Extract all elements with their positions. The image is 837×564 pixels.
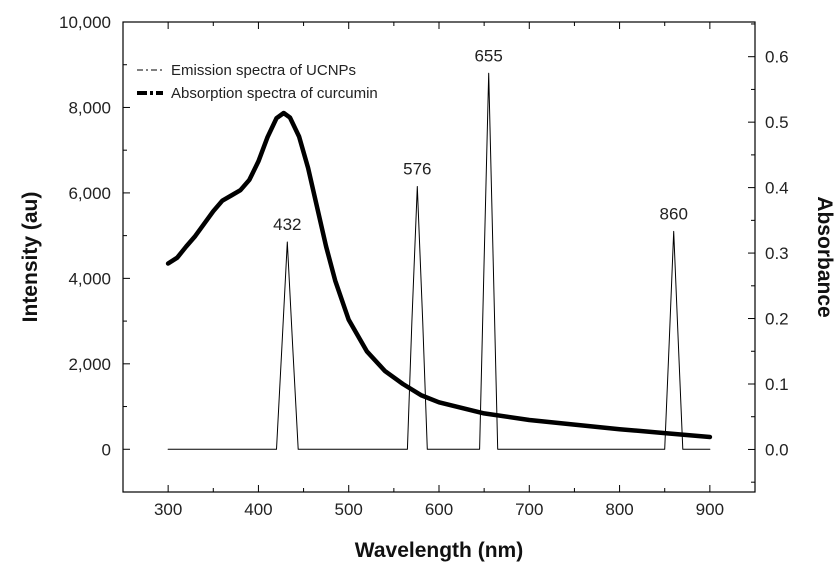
absorption-series-line bbox=[165, 110, 713, 440]
y-tick-label: 8,000 bbox=[68, 98, 111, 117]
x-tick-label: 600 bbox=[425, 500, 453, 519]
y-tick-label: 0 bbox=[102, 440, 111, 459]
legend-label: Emission spectra of UCNPs bbox=[171, 62, 356, 79]
peak-label: 655 bbox=[474, 46, 502, 65]
y2-tick-label: 0.1 bbox=[765, 375, 789, 394]
peak-label: 576 bbox=[403, 160, 431, 179]
y-tick-label: 10,000 bbox=[59, 13, 111, 32]
emission-series-line bbox=[167, 72, 711, 450]
x-tick-label: 700 bbox=[515, 500, 543, 519]
x-tick-label: 800 bbox=[605, 500, 633, 519]
legend-label: Absorption spectra of curcumin bbox=[171, 85, 378, 102]
y2-tick-label: 0.2 bbox=[765, 310, 789, 329]
x-tick-label: 900 bbox=[696, 500, 724, 519]
y2-tick-label: 0.6 bbox=[765, 48, 789, 67]
y2-tick-label: 0.5 bbox=[765, 113, 789, 132]
y2-tick-label: 0.3 bbox=[765, 244, 789, 263]
x-axis-title: Wavelength (nm) bbox=[355, 539, 523, 562]
y-tick-label: 6,000 bbox=[68, 184, 111, 203]
peak-label: 860 bbox=[660, 204, 688, 223]
y2-axis-title: Absorbance bbox=[813, 196, 836, 317]
x-tick-label: 300 bbox=[154, 500, 182, 519]
y-tick-label: 4,000 bbox=[68, 269, 111, 288]
y2-tick-label: 0.0 bbox=[765, 440, 789, 459]
y-tick-label: 2,000 bbox=[68, 355, 111, 374]
x-tick-label: 400 bbox=[244, 500, 272, 519]
peak-label: 432 bbox=[273, 215, 301, 234]
y2-tick-label: 0.4 bbox=[765, 179, 789, 198]
x-tick-label: 500 bbox=[335, 500, 363, 519]
y-axis-title: Intensity (au) bbox=[19, 192, 42, 323]
